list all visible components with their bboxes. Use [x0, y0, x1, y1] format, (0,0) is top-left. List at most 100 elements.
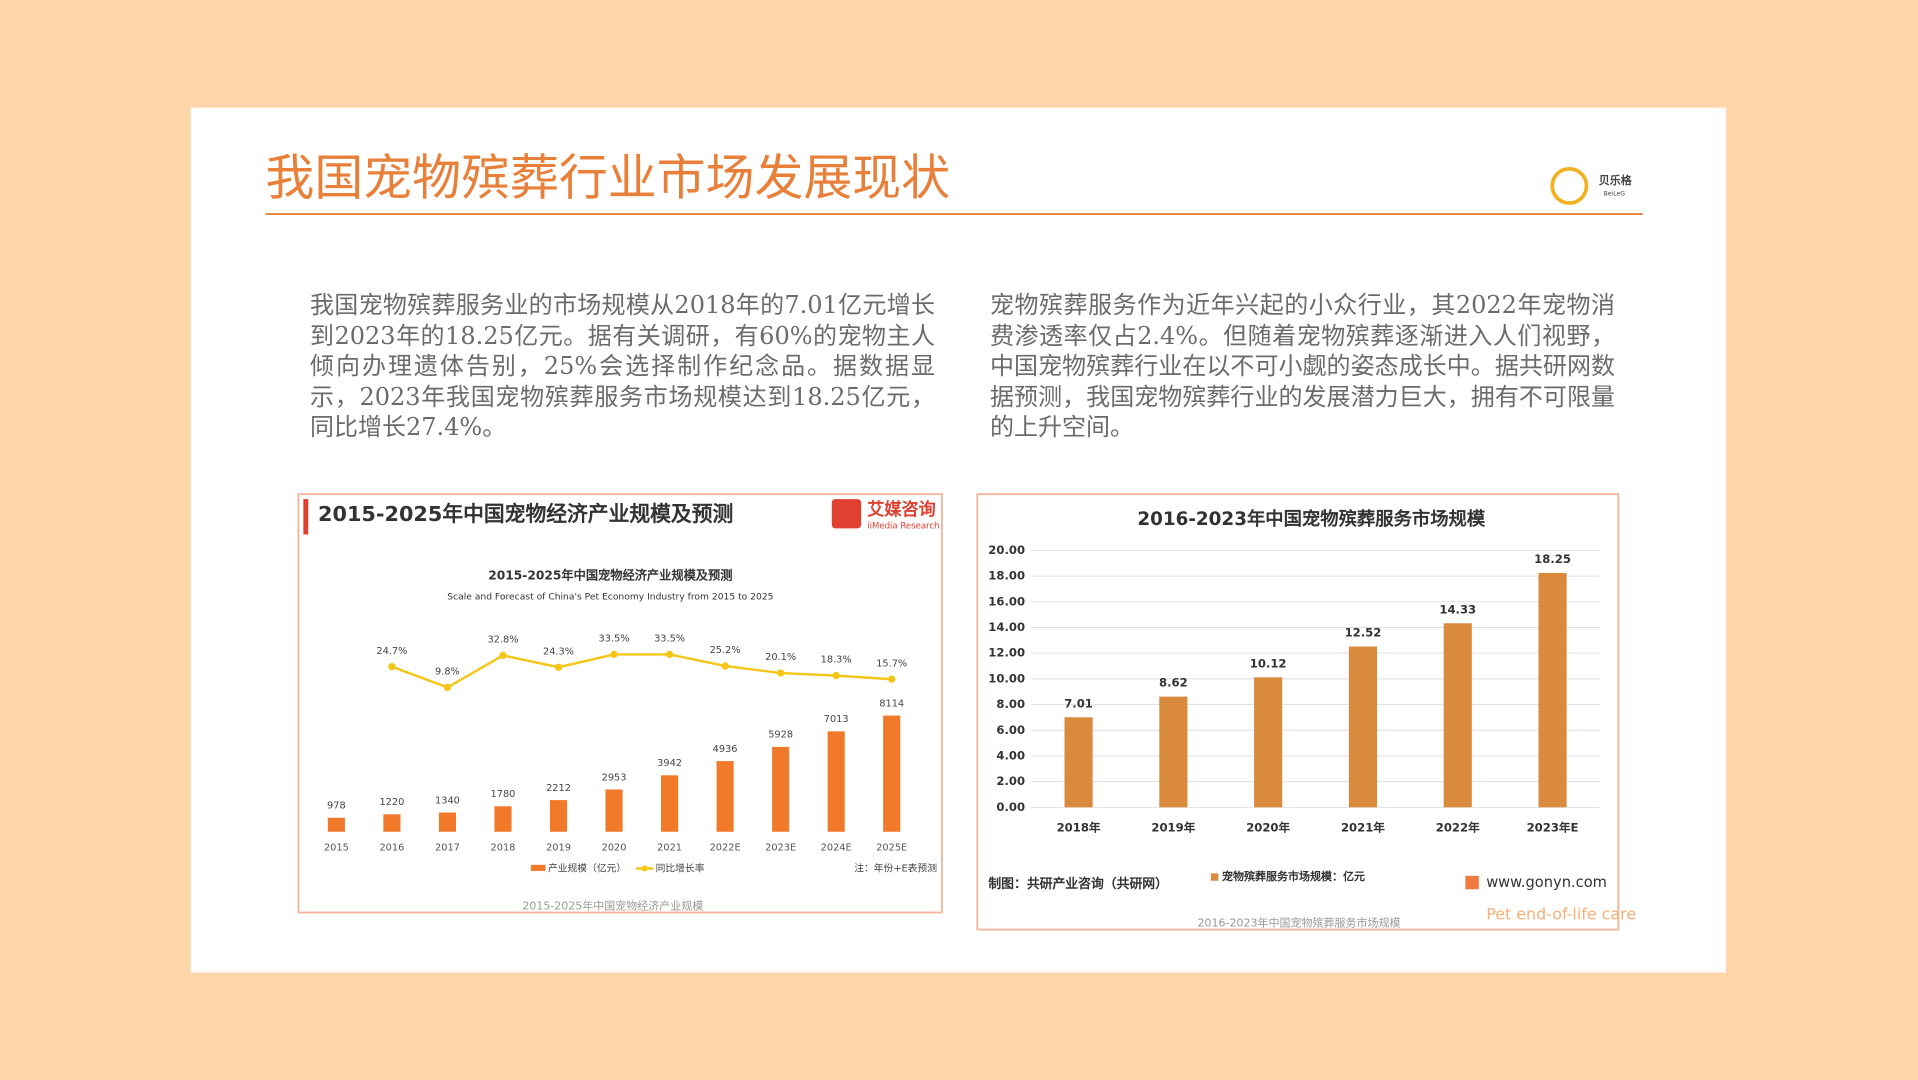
growth-label: 33.5%	[599, 634, 630, 645]
source: 制图：共研产业咨询（共研网）	[988, 876, 1168, 892]
bar-value-label: 1340	[435, 795, 460, 806]
website-icon	[1465, 875, 1479, 890]
growth-marker	[776, 669, 785, 677]
x-tick-label: 2018年	[1057, 821, 1101, 835]
chart-title: 2015-2025年中国宠物经济产业规模及预测	[318, 502, 733, 526]
bar-value-label: 18.25	[1534, 552, 1571, 566]
website: www.gonyn.com	[1486, 874, 1607, 891]
slide-content: 我国宠物殡葬行业市场发展现状 贝乐格 BeiLeG Pet end-of-lif…	[190, 107, 1726, 973]
y-tick-label: 0.00	[996, 800, 1025, 814]
growth-marker	[554, 663, 563, 671]
bar	[1348, 646, 1378, 808]
paragraph: 宠物殡葬服务作为近年兴起的小众行业，其2022年宠物消费渗透率仅占2.4%。但随…	[990, 291, 1615, 442]
subtitle: Scale and Forecast of China's Pet Econom…	[447, 591, 773, 602]
bar	[827, 731, 845, 832]
bar	[383, 814, 401, 832]
x-tick-label: 2019年	[1151, 821, 1195, 835]
growth-marker	[388, 663, 396, 671]
x-tick-label: 2021	[657, 843, 682, 854]
growth-label: 15.7%	[876, 658, 907, 669]
bar-value-label: 12.52	[1345, 626, 1382, 640]
growth-label: 32.8%	[487, 634, 518, 645]
chart-caption: 2015-2025年中国宠物经济产业规模	[522, 898, 703, 912]
source-logo-icon	[831, 499, 862, 529]
x-tick-label: 2025E	[876, 843, 907, 854]
legend-swatch	[530, 864, 546, 871]
y-tick-label: 2.00	[996, 774, 1025, 788]
y-tick-label: 10.00	[988, 671, 1025, 685]
growth-label: 24.7%	[376, 646, 407, 657]
growth-marker	[499, 651, 507, 660]
bar-value-label: 978	[327, 801, 346, 812]
bar-value-label: 3942	[657, 758, 682, 769]
bar-value-label: 2953	[602, 772, 627, 783]
header-accent	[303, 499, 309, 535]
x-tick-label: 2018	[491, 843, 516, 854]
bar-value-label: 4936	[713, 744, 738, 755]
bar-value-label: 8.62	[1159, 676, 1188, 690]
legend-label: 产业规模（亿元）	[548, 861, 626, 874]
bar-value-label: 1220	[379, 797, 404, 808]
bar	[494, 806, 512, 832]
y-tick-label: 20.00	[988, 543, 1025, 557]
growth-marker	[610, 650, 618, 659]
bar-value-label: 8114	[879, 698, 904, 709]
bar-value-label: 10.12	[1250, 656, 1287, 670]
bar	[438, 812, 457, 832]
legend-swatch	[1210, 873, 1219, 881]
x-tick-label: 2023年E	[1527, 821, 1579, 835]
bar	[1254, 677, 1283, 808]
bar	[1064, 717, 1093, 808]
x-tick-label: 2015	[324, 843, 349, 854]
bar-value-label: 1780	[491, 789, 516, 800]
bar	[883, 715, 901, 832]
growth-label: 18.3%	[821, 655, 852, 666]
paragraph: 我国宠物殡葬服务业的市场规模从2018年的7.01亿元增长到2023年的18.2…	[310, 291, 935, 442]
x-tick-label: 2023E	[765, 843, 796, 854]
bar	[1159, 696, 1188, 808]
x-tick-label: 2024E	[821, 843, 852, 854]
bar-value-label: 7.01	[1064, 696, 1093, 710]
y-tick-label: 8.00	[996, 697, 1025, 711]
caption: Pet end-of-life care	[1486, 904, 1636, 923]
growth-marker	[443, 683, 452, 692]
x-tick-label: 2017	[435, 843, 460, 854]
bar	[549, 800, 568, 832]
growth-line	[391, 653, 892, 689]
source-logo: 艾媒咨询	[867, 499, 935, 520]
y-tick-label: 12.00	[988, 646, 1025, 660]
inner-title: 2015-2025年中国宠物经济产业规模及预测	[488, 568, 732, 583]
growth-label: 9.8%	[435, 667, 460, 678]
x-tick-label: 2021年	[1341, 821, 1385, 835]
chart-frame	[297, 493, 943, 914]
bar	[1538, 572, 1567, 808]
slide-title: 我国宠物殡葬行业市场发展现状	[265, 150, 950, 207]
growth-label: 25.2%	[710, 645, 741, 656]
x-tick-label: 2022E	[710, 843, 741, 854]
x-tick-label: 2019	[546, 843, 571, 854]
y-tick-label: 16.00	[988, 594, 1025, 608]
x-tick-label: 2016	[379, 843, 404, 854]
bar-value-label: 7013	[824, 714, 849, 725]
bar-value-label: 14.33	[1439, 602, 1476, 616]
logo-text: 贝乐格	[1599, 173, 1633, 187]
chart-caption: 2016-2023年中国宠物殡葬服务市场规模	[1198, 916, 1401, 930]
legend-label: 宠物殡葬服务市场规模：亿元	[1222, 869, 1365, 883]
x-tick-label: 2022年	[1436, 821, 1480, 835]
legend-swatch	[641, 865, 648, 872]
growth-marker	[888, 675, 896, 683]
y-tick-label: 18.00	[988, 569, 1025, 583]
growth-label: 33.5%	[654, 634, 685, 645]
logo-subtext: BeiLeG	[1604, 190, 1626, 197]
bar	[605, 789, 623, 832]
y-tick-label: 4.00	[996, 748, 1025, 762]
growth-label: 20.1%	[765, 652, 796, 663]
growth-marker	[832, 671, 840, 680]
bar	[716, 761, 734, 832]
y-tick-label: 6.00	[996, 723, 1025, 737]
x-tick-label: 2020	[602, 843, 627, 854]
bar-value-label: 2212	[546, 783, 571, 794]
x-tick-label: 2020年	[1246, 821, 1290, 835]
